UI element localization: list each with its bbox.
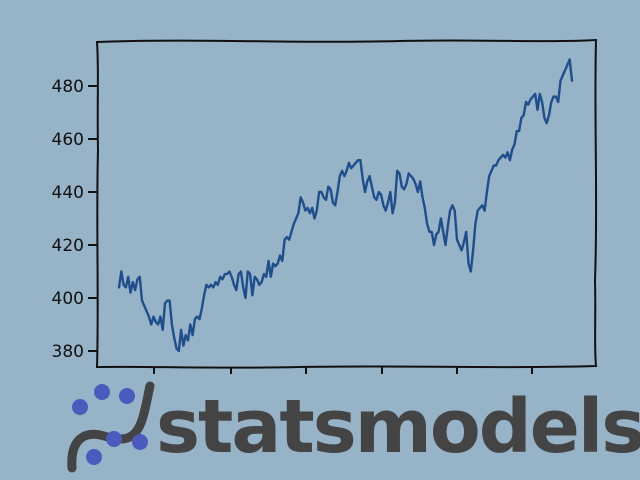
y-axis-ticks: 380 400 420 440 460 480 <box>52 77 97 362</box>
y-tick-label: 400 <box>52 289 84 309</box>
statsmodels-wordmark: statsmodels <box>156 384 640 470</box>
price-series-line <box>117 58 574 353</box>
y-tick-label: 460 <box>52 130 84 150</box>
statsmodels-logo-mark <box>67 381 155 473</box>
plot-frame <box>95 38 598 369</box>
y-tick-label: 420 <box>52 236 84 256</box>
statsmodels-logo: statsmodels <box>64 380 640 480</box>
y-tick-label: 480 <box>52 77 84 97</box>
y-tick-label: 440 <box>52 183 84 203</box>
x-axis-ticks <box>153 367 533 374</box>
y-tick-label: 380 <box>52 342 84 362</box>
